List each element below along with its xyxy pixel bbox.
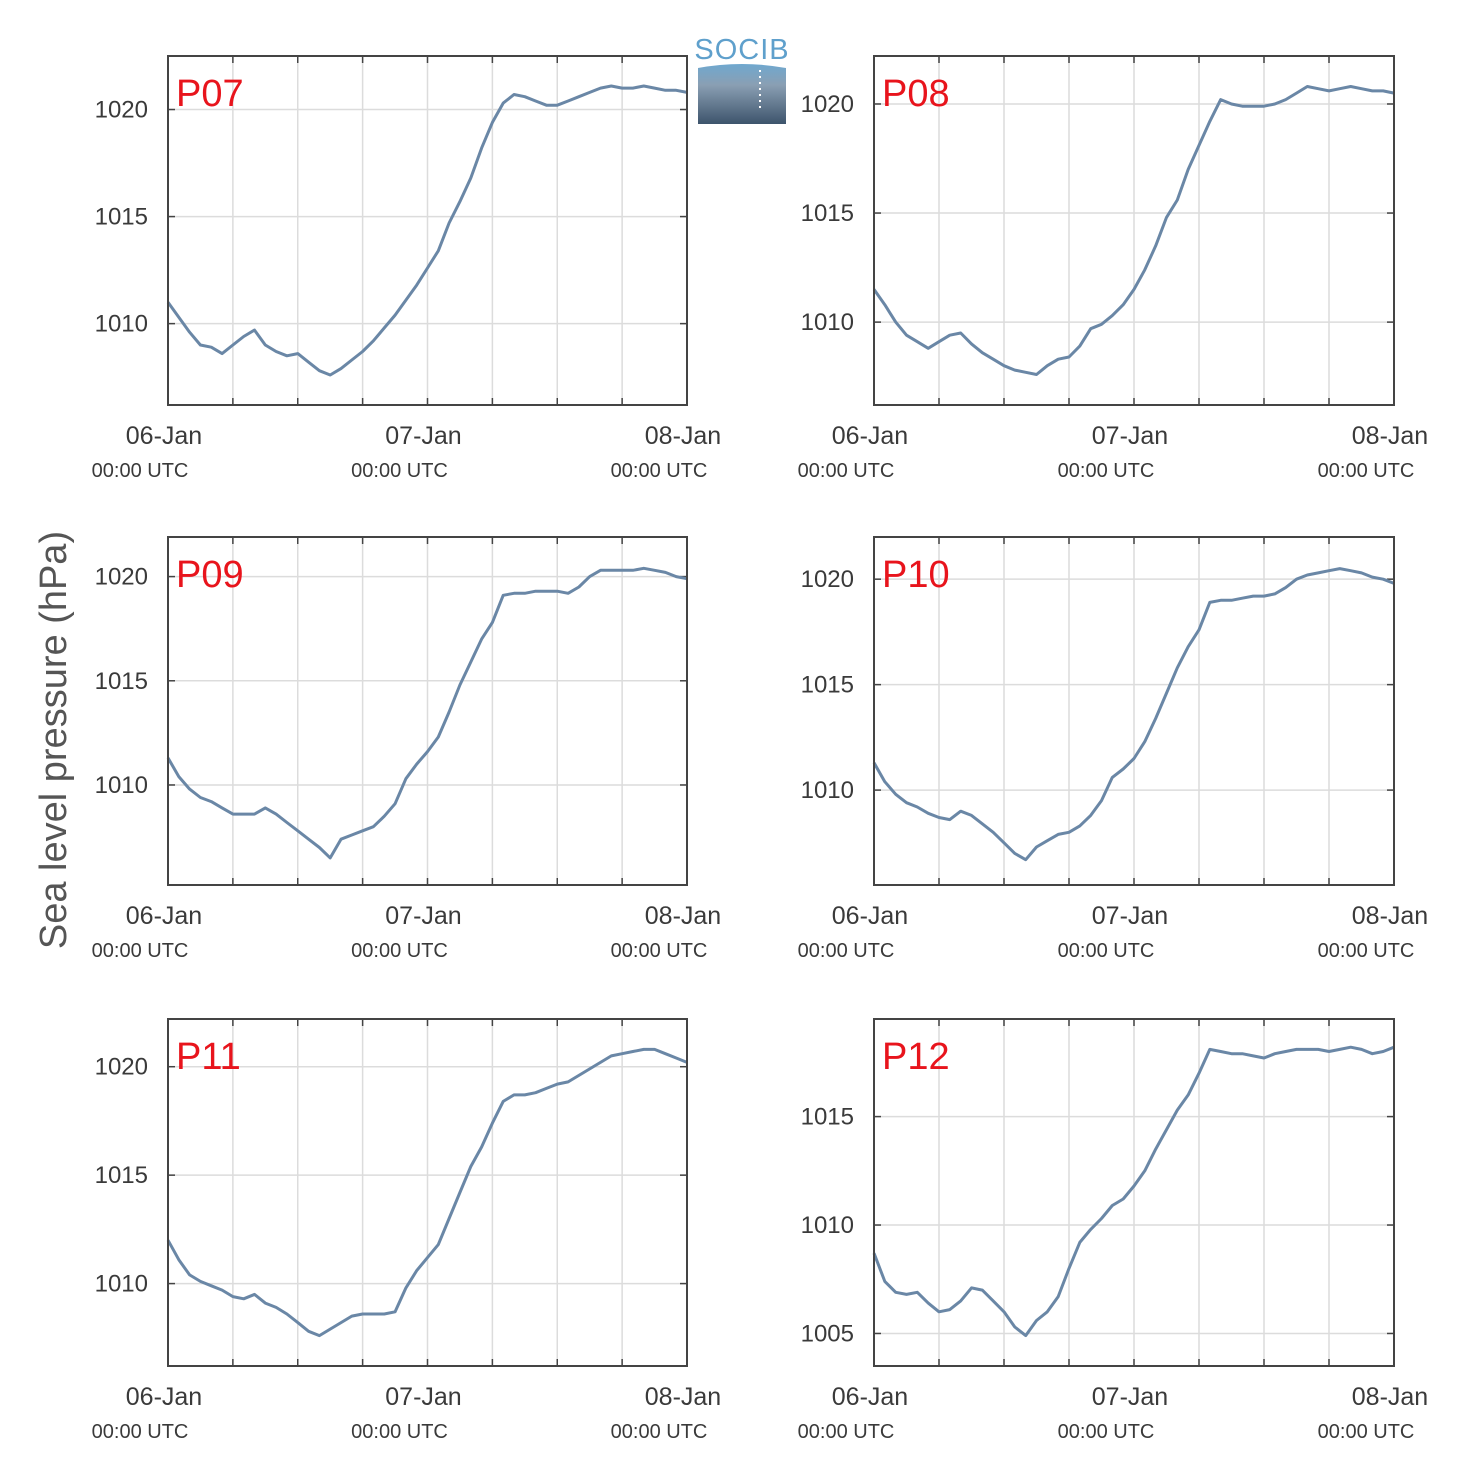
x-tick-date-label: 08-Jan	[1352, 1383, 1428, 1411]
x-tick-date-label: 07-Jan	[385, 1383, 461, 1411]
y-tick-label: 1015	[801, 672, 854, 699]
x-tick-time-label: 00:00 UTC	[1058, 1421, 1155, 1443]
x-tick-time-label: 00:00 UTC	[1058, 940, 1155, 962]
x-tick-time-label: 00:00 UTC	[611, 940, 708, 962]
pressure-series-line	[166, 566, 688, 860]
panel-label: P12	[882, 1036, 950, 1078]
y-tick-label: 1010	[95, 311, 148, 338]
pressure-series-line	[872, 1045, 1395, 1338]
pressure-series-line	[872, 567, 1395, 862]
y-tick-label: 1015	[801, 200, 854, 227]
x-tick-date-label: 07-Jan	[385, 422, 461, 450]
x-tick-date-label: 08-Jan	[645, 902, 721, 930]
y-tick-label: 1020	[801, 91, 854, 118]
x-tick-date-label: 08-Jan	[1352, 422, 1428, 450]
x-tick-time-label: 00:00 UTC	[1318, 460, 1415, 482]
x-tick-date-label: 07-Jan	[1092, 422, 1168, 450]
y-tick-label: 1010	[801, 309, 854, 336]
socib-logo: SOCIB	[694, 34, 789, 124]
y-tick-label: 1020	[95, 97, 148, 124]
panel-p09: 1010 1015 1020 P09 06-Jan 00:00 UTC 07-Jan 00:0…	[92, 536, 721, 962]
y-tick-label: 1020	[801, 566, 854, 593]
x-tick-date-label: 07-Jan	[1092, 902, 1168, 930]
x-tick-time-label: 00:00 UTC	[611, 460, 708, 482]
x-tick-date-label: 07-Jan	[1092, 1383, 1168, 1411]
x-tick-date-label: 06-Jan	[832, 422, 908, 450]
panel-label: P10	[882, 554, 950, 596]
panel-p08: 1010 1015 1020 P08 06-Jan 00:00 UTC 07-Jan 00:0…	[798, 55, 1428, 482]
panel-label: P08	[882, 73, 950, 115]
x-tick-date-label: 07-Jan	[385, 902, 461, 930]
panel-p07: 1010 1015 1020 P07 06-Jan 00:00 UTC 07-Jan 00:0…	[92, 55, 721, 482]
plot-frame	[167, 55, 688, 406]
plot-frame	[873, 536, 1395, 886]
x-tick-time-label: 00:00 UTC	[351, 460, 448, 482]
x-tick-time-label: 00:00 UTC	[611, 1421, 708, 1443]
plot-frame	[167, 536, 688, 886]
y-tick-label: 1005	[801, 1320, 854, 1347]
x-tick-date-label: 06-Jan	[126, 422, 202, 450]
x-tick-time-label: 00:00 UTC	[798, 940, 895, 962]
x-tick-time-label: 00:00 UTC	[92, 460, 189, 482]
y-tick-label: 1015	[95, 668, 148, 695]
x-tick-time-label: 00:00 UTC	[1318, 940, 1415, 962]
y-tick-label: 1010	[95, 772, 148, 799]
y-tick-label: 1010	[801, 1212, 854, 1239]
x-tick-time-label: 00:00 UTC	[1058, 460, 1155, 482]
logo-text: SOCIB	[694, 34, 789, 66]
panel-p11: 1010 1015 1020 P11 06-Jan 00:00 UTC 07-Jan 00:0…	[92, 1018, 721, 1443]
y-tick-label: 1015	[95, 1162, 148, 1189]
panel-p12: 1005 1010 1015 P12 06-Jan 00:00 UTC 07-Jan 00:0…	[798, 1018, 1428, 1443]
plot-frame	[873, 55, 1395, 406]
pressure-series-line	[872, 85, 1395, 376]
x-tick-time-label: 00:00 UTC	[1318, 1421, 1415, 1443]
panel-p10: 1010 1015 1020 P10 06-Jan 00:00 UTC 07-Jan 00:0…	[798, 536, 1428, 962]
y-tick-label: 1020	[95, 564, 148, 591]
y-axis-label: Sea level pressure (hPa)	[33, 531, 75, 949]
x-tick-date-label: 08-Jan	[645, 422, 721, 450]
y-tick-label: 1010	[95, 1271, 148, 1298]
panel-label: P09	[176, 554, 244, 596]
x-tick-time-label: 00:00 UTC	[92, 940, 189, 962]
x-tick-date-label: 06-Jan	[832, 902, 908, 930]
pressure-series-line	[166, 84, 688, 377]
x-tick-date-label: 06-Jan	[832, 1383, 908, 1411]
pressure-series-line	[166, 1047, 688, 1338]
y-tick-label: 1020	[95, 1054, 148, 1081]
x-tick-time-label: 00:00 UTC	[798, 460, 895, 482]
logo-wave-block	[698, 64, 786, 124]
plot-frame	[873, 1018, 1395, 1367]
x-tick-time-label: 00:00 UTC	[798, 1421, 895, 1443]
y-tick-label: 1015	[801, 1104, 854, 1131]
x-tick-time-label: 00:00 UTC	[351, 1421, 448, 1443]
panel-label: P07	[176, 73, 244, 115]
x-tick-date-label: 06-Jan	[126, 902, 202, 930]
x-tick-date-label: 08-Jan	[645, 1383, 721, 1411]
x-tick-date-label: 08-Jan	[1352, 902, 1428, 930]
plot-frame	[167, 1018, 688, 1367]
panel-label: P11	[176, 1036, 241, 1078]
y-tick-label: 1015	[95, 204, 148, 231]
x-tick-time-label: 00:00 UTC	[351, 940, 448, 962]
x-tick-date-label: 06-Jan	[126, 1383, 202, 1411]
y-tick-label: 1010	[801, 777, 854, 804]
x-tick-time-label: 00:00 UTC	[92, 1421, 189, 1443]
